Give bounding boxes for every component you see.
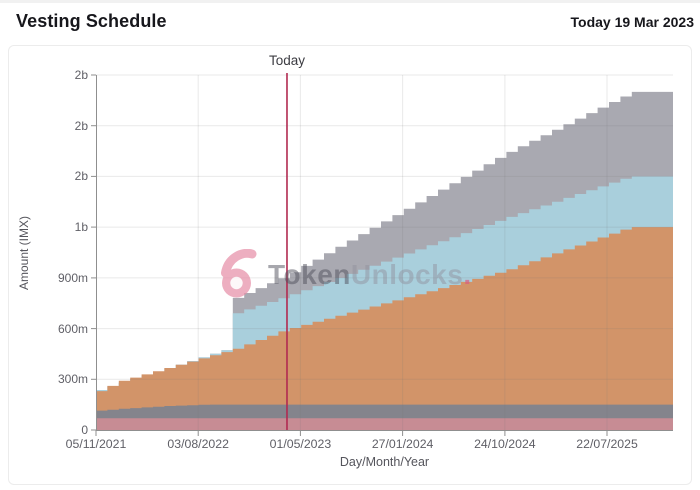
y-tick-label: 900m (57, 270, 88, 285)
x-tick-label: 27/01/2024 (371, 437, 434, 451)
y-tick-label: 2b (74, 169, 88, 184)
x-tick-label: 01/05/2023 (269, 437, 332, 451)
header-today-date: Today 19 Mar 2023 (570, 14, 694, 30)
area-pink-band[interactable] (96, 418, 673, 430)
vesting-chart[interactable]: Amount (IMX) Day/Month/Year Today 0 300m 6… (0, 3, 700, 490)
x-axis-title: Day/Month/Year (339, 455, 430, 469)
area-orange-area[interactable] (96, 227, 673, 430)
x-tick-label: 05/11/2021 (65, 437, 127, 451)
x-tick-label: 22/07/2025 (576, 437, 638, 451)
y-tick-label: 2b (74, 118, 88, 133)
y-tick-label: 2b (74, 68, 88, 82)
y-axis-title: Amount (IMX) (17, 216, 31, 291)
x-tick-label: 24/10/2024 (474, 437, 536, 451)
today-line-label: Today (268, 53, 306, 68)
vesting-chart-canvas[interactable] (0, 3, 700, 490)
y-tick-label: 300m (57, 372, 88, 387)
x-tick-label: 03/08/2022 (167, 437, 229, 451)
y-tick-label: 0 (81, 423, 88, 437)
page-title: Vesting Schedule (16, 11, 167, 31)
y-tick-label: 1b (74, 220, 88, 235)
y-tick-label: 600m (57, 321, 88, 336)
